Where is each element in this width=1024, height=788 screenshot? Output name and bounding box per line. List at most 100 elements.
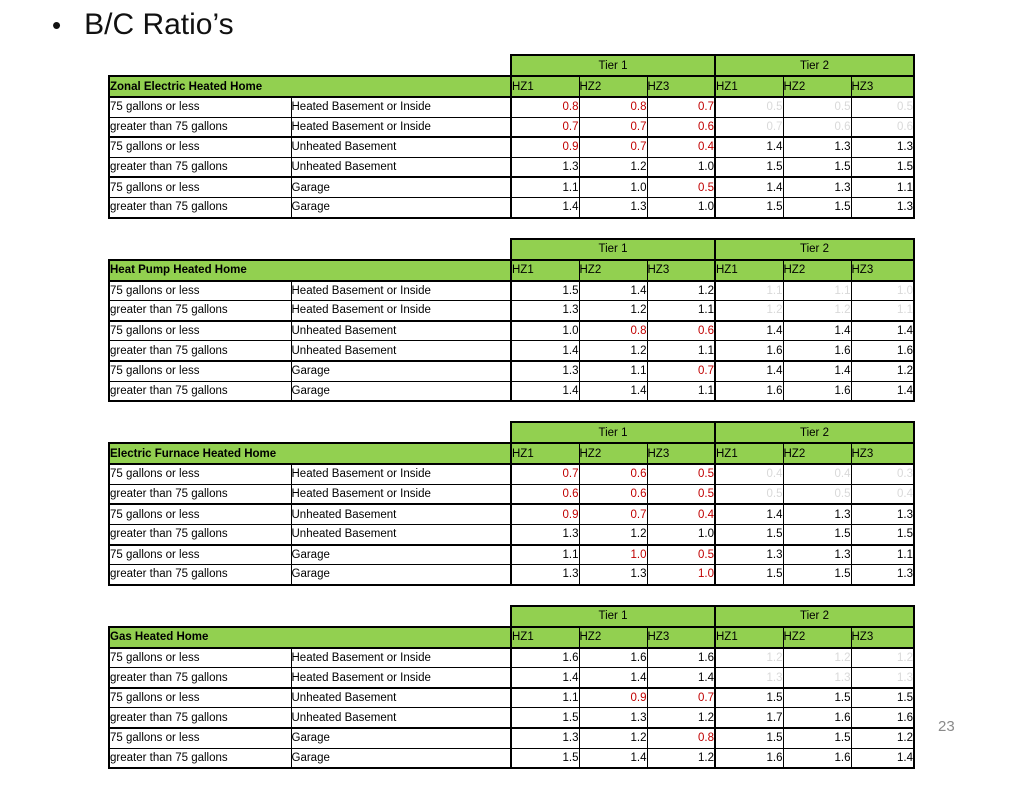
table-row: greater than 75 gallons Heated Basement o… xyxy=(108,116,915,138)
ratio-cell: 1.6 xyxy=(714,747,783,770)
size-cell: 75 gallons or less xyxy=(108,95,291,118)
size-cell: greater than 75 gallons xyxy=(108,523,291,545)
ratio-cell: 1.3 xyxy=(578,196,647,219)
ratio-cell: 1.3 xyxy=(714,667,783,688)
tier-header-row: Tier 1 Tier 2 xyxy=(109,604,915,627)
ratio-cell: 1.4 xyxy=(510,667,579,688)
tier-row-spacer xyxy=(109,55,511,76)
table-row: greater than 75 gallons Heated Basement o… xyxy=(108,483,915,505)
ratio-cell: 1.4 xyxy=(714,176,783,198)
size-cell: greater than 75 gallons xyxy=(108,564,291,586)
tier2-header: Tier 2 xyxy=(714,421,915,444)
table-row: greater than 75 gallons Garage 1.5 1.4 1.2 1.… xyxy=(108,747,915,770)
ratio-cell: 1.6 xyxy=(850,340,915,361)
ratio-cell: 1.5 xyxy=(714,564,783,586)
tier1-header: Tier 1 xyxy=(510,421,715,444)
hz-column-header: HZ3 xyxy=(850,258,915,281)
ratio-cell: 1.1 xyxy=(850,300,915,321)
ratio-cell: 1.1 xyxy=(850,543,915,565)
ratio-cell: 1.0 xyxy=(578,176,647,198)
ratio-cell: 0.7 xyxy=(510,463,579,485)
hz-column-header: HZ3 xyxy=(850,625,915,648)
ratio-cell: 0.5 xyxy=(714,95,783,118)
tier2-header: Tier 2 xyxy=(714,237,915,260)
location-cell: Unheated Basement xyxy=(290,156,511,178)
ratio-cell: 1.5 xyxy=(782,156,851,178)
ratio-cell: 0.5 xyxy=(646,543,715,565)
table-row: 75 gallons or less Garage 1.1 1.0 0.5 1.3 1.3 1… xyxy=(108,543,915,565)
table-row: 75 gallons or less Heated Basement or Ins… xyxy=(108,646,915,668)
ratio-cell: 1.3 xyxy=(782,543,851,565)
table-row: 75 gallons or less Unheated Basement 1.1 0.… xyxy=(108,686,915,708)
bc-ratio-table: Tier 1 Tier 2 Zonal Electric Heated Home… xyxy=(108,54,915,219)
ratio-cell: 1.2 xyxy=(578,340,647,361)
hz-column-header: HZ2 xyxy=(578,442,647,465)
ratio-cell: 1.1 xyxy=(510,686,579,708)
size-cell: 75 gallons or less xyxy=(108,727,291,749)
ratio-cell: 1.4 xyxy=(510,380,579,403)
ratio-cell: 1.5 xyxy=(510,747,579,770)
size-cell: greater than 75 gallons xyxy=(108,116,291,138)
bc-ratio-table: Tier 1 Tier 2 Gas Heated Home HZ1 HZ2 HZ3 H… xyxy=(108,604,915,770)
ratio-cell: 1.5 xyxy=(714,156,783,178)
ratio-cell: 1.1 xyxy=(714,279,783,301)
ratio-cell: 1.5 xyxy=(714,523,783,545)
hz-column-header: HZ3 xyxy=(646,442,715,465)
ratio-cell: 0.4 xyxy=(646,503,715,525)
size-cell: greater than 75 gallons xyxy=(108,747,291,770)
ratio-cell: 1.4 xyxy=(510,340,579,361)
ratio-cell: 0.6 xyxy=(850,116,915,138)
ratio-cell: 1.5 xyxy=(782,523,851,545)
ratio-cell: 0.6 xyxy=(578,483,647,505)
hz-column-header: HZ1 xyxy=(714,258,783,281)
location-cell: Heated Basement or Inside xyxy=(290,483,511,505)
ratio-cell: 1.2 xyxy=(646,707,715,729)
table-row: greater than 75 gallons Garage 1.4 1.3 1.0 1.… xyxy=(108,196,915,219)
table-row: 75 gallons or less Unheated Basement 1.0 0.… xyxy=(108,319,915,341)
ratio-cell: 1.1 xyxy=(646,340,715,361)
ratio-cell: 1.1 xyxy=(646,300,715,321)
slide-title-block: • B/C Ratio’s xyxy=(52,8,234,42)
size-cell: greater than 75 gallons xyxy=(108,707,291,729)
table-row: 75 gallons or less Heated Basement or Ins… xyxy=(108,279,915,301)
hz-column-header: HZ1 xyxy=(714,442,783,465)
ratio-cell: 0.5 xyxy=(646,463,715,485)
table-row: 75 gallons or less Garage 1.3 1.1 0.7 1.4 1.4 1… xyxy=(108,359,915,382)
hz-column-header: HZ3 xyxy=(646,75,715,97)
ratio-cell: 1.4 xyxy=(850,747,915,770)
size-cell: 75 gallons or less xyxy=(108,543,291,565)
ratio-cell: 1.5 xyxy=(782,686,851,708)
size-cell: 75 gallons or less xyxy=(108,176,291,198)
ratio-cell: 0.7 xyxy=(714,116,783,138)
ratio-cell: 1.5 xyxy=(782,564,851,586)
ratio-cell: 1.3 xyxy=(782,136,851,158)
location-cell: Unheated Basement xyxy=(290,523,511,545)
bc-ratio-table: Tier 1 Tier 2 Heat Pump Heated Home HZ1 H… xyxy=(108,237,915,403)
size-cell: 75 gallons or less xyxy=(108,359,291,382)
ratio-cell: 1.5 xyxy=(714,196,783,219)
bc-ratio-table: Tier 1 Tier 2 Electric Furnace Heated Ho… xyxy=(108,421,915,586)
hz-column-header: HZ2 xyxy=(578,625,647,648)
ratio-cell: 1.3 xyxy=(510,300,579,321)
table-row: greater than 75 gallons Garage 1.4 1.4 1.1 1.… xyxy=(108,380,915,403)
ratio-cell: 1.3 xyxy=(510,156,579,178)
hz-column-header: HZ2 xyxy=(782,442,851,465)
ratio-cell: 0.8 xyxy=(578,95,647,118)
ratio-cell: 0.5 xyxy=(646,176,715,198)
table-row: 75 gallons or less Garage 1.3 1.2 0.8 1.5 1.5 1… xyxy=(108,727,915,749)
ratio-cell: 1.5 xyxy=(850,156,915,178)
bullet-icon: • xyxy=(52,9,62,40)
ratio-cell: 1.4 xyxy=(510,196,579,219)
ratio-cell: 1.3 xyxy=(510,727,579,749)
ratio-cell: 1.6 xyxy=(782,340,851,361)
location-cell: Heated Basement or Inside xyxy=(290,95,511,118)
table-title: Zonal Electric Heated Home xyxy=(108,75,511,97)
table-title: Heat Pump Heated Home xyxy=(108,258,511,281)
ratio-cell: 1.2 xyxy=(850,727,915,749)
tier-row-spacer xyxy=(109,606,511,627)
tier2-header: Tier 2 xyxy=(714,54,915,76)
ratio-cell: 1.4 xyxy=(714,136,783,158)
ratio-cell: 1.2 xyxy=(646,747,715,770)
ratio-cell: 1.5 xyxy=(714,727,783,749)
ratio-cell: 1.1 xyxy=(510,543,579,565)
